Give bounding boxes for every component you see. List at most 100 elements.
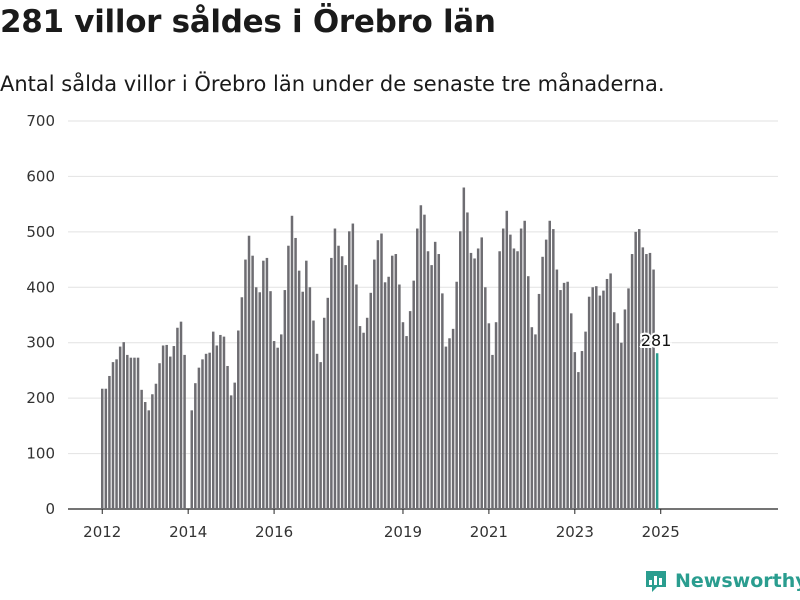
bar <box>476 248 480 509</box>
bar <box>129 357 133 509</box>
bar <box>169 356 172 509</box>
bar <box>362 332 365 509</box>
bar <box>484 287 487 509</box>
bar <box>355 284 358 509</box>
bar <box>441 293 444 509</box>
bar <box>233 382 236 509</box>
annotations: 281 <box>639 329 674 352</box>
bar <box>254 287 258 509</box>
bar <box>333 228 337 509</box>
bar <box>108 375 111 509</box>
bar <box>312 320 315 509</box>
bar <box>183 354 186 509</box>
newsworthy-logo-icon <box>646 571 666 592</box>
bar <box>648 252 652 510</box>
bar <box>544 239 548 510</box>
bar <box>394 254 398 509</box>
x-tick-label: 2016 <box>255 523 293 541</box>
bar <box>319 362 322 509</box>
bar <box>140 389 143 509</box>
bar <box>126 354 129 509</box>
bar <box>541 256 544 509</box>
bar <box>283 290 287 509</box>
bar <box>330 257 333 509</box>
bar <box>201 359 204 509</box>
bar <box>179 321 183 509</box>
bar <box>444 346 448 509</box>
bar <box>430 265 433 509</box>
bar <box>433 241 437 509</box>
bar <box>634 231 637 509</box>
bar <box>269 291 272 509</box>
bar <box>244 259 247 509</box>
bar <box>115 359 118 509</box>
bar <box>294 237 297 509</box>
bar <box>612 312 616 509</box>
bar <box>390 255 394 509</box>
bar <box>408 311 412 509</box>
bar <box>602 290 605 509</box>
bar <box>609 273 612 509</box>
bar <box>473 258 476 509</box>
bar <box>509 234 512 509</box>
bar <box>194 383 197 509</box>
bar <box>133 357 136 509</box>
bar <box>348 231 351 509</box>
bar <box>501 228 505 509</box>
x-tick-label: 2012 <box>83 523 121 541</box>
bar <box>401 322 405 509</box>
bar-series <box>101 187 659 510</box>
y-tick-label: 0 <box>45 500 55 518</box>
last-value-label: 281 <box>641 331 672 350</box>
bar <box>380 233 383 509</box>
x-tick-label: 2023 <box>556 523 594 541</box>
bar <box>620 342 623 509</box>
bar <box>537 293 541 509</box>
bar <box>326 297 330 509</box>
bar <box>519 228 523 509</box>
bar <box>340 256 344 509</box>
bar <box>498 251 501 509</box>
bar <box>369 292 372 509</box>
newsworthy-brand: Newsworthy <box>643 568 800 594</box>
bar <box>652 269 655 509</box>
y-tick-label: 600 <box>26 167 55 185</box>
bar <box>645 254 648 509</box>
bar <box>505 210 509 509</box>
x-axis-ticks: 2012 2014 2016 2019 2021 2023 2025 <box>83 509 680 541</box>
bar <box>308 287 312 509</box>
bar <box>416 228 419 509</box>
bar <box>491 354 494 509</box>
bar <box>523 220 526 509</box>
bar <box>419 205 423 509</box>
bar <box>387 276 390 509</box>
x-tick-label: 2019 <box>384 523 422 541</box>
bar <box>577 372 580 509</box>
bar <box>469 252 473 510</box>
bar <box>215 345 219 509</box>
bar <box>305 260 308 509</box>
y-tick-label: 500 <box>26 223 55 241</box>
bar <box>147 410 151 509</box>
y-tick-label: 200 <box>26 389 55 407</box>
bar <box>247 235 251 510</box>
bar <box>337 245 340 509</box>
bar <box>301 291 304 509</box>
bar <box>527 276 530 509</box>
bar <box>172 346 176 509</box>
bar <box>351 223 355 510</box>
bar <box>587 296 591 509</box>
bar <box>111 362 115 509</box>
bar <box>437 254 441 509</box>
bar <box>251 255 254 509</box>
bar <box>258 292 262 509</box>
bar <box>451 328 455 509</box>
bar <box>265 257 269 509</box>
bar <box>373 259 376 509</box>
y-gridlines <box>68 120 778 510</box>
bar <box>226 365 229 509</box>
bar <box>211 331 215 509</box>
bar <box>552 229 555 510</box>
y-tick-label: 400 <box>26 278 55 296</box>
bar <box>122 342 125 509</box>
